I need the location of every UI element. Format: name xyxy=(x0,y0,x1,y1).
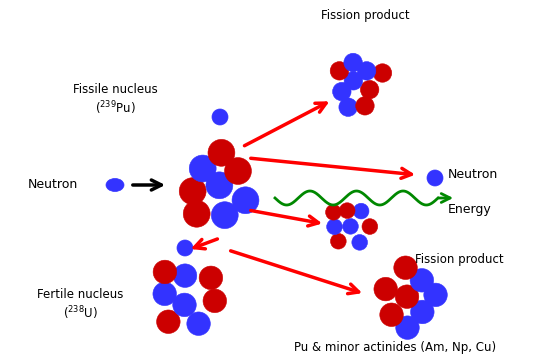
Circle shape xyxy=(396,316,419,339)
Circle shape xyxy=(331,233,346,249)
Circle shape xyxy=(206,172,233,199)
Ellipse shape xyxy=(106,178,124,191)
Circle shape xyxy=(212,109,228,125)
Circle shape xyxy=(203,289,227,313)
Text: Fission product: Fission product xyxy=(415,253,504,266)
Circle shape xyxy=(173,264,197,288)
Text: Pu & minor actinides (Am, Np, Cu): Pu & minor actinides (Am, Np, Cu) xyxy=(294,341,496,354)
Circle shape xyxy=(211,202,238,229)
Circle shape xyxy=(157,310,180,334)
Circle shape xyxy=(360,80,379,99)
Circle shape xyxy=(326,204,341,220)
Circle shape xyxy=(373,64,392,82)
Text: Energy: Energy xyxy=(448,204,492,216)
Circle shape xyxy=(344,71,362,90)
Circle shape xyxy=(424,283,447,307)
Circle shape xyxy=(353,203,369,219)
Circle shape xyxy=(344,53,362,72)
Text: Fertile nucleus
($^{238}$U): Fertile nucleus ($^{238}$U) xyxy=(37,288,123,322)
Circle shape xyxy=(179,178,206,205)
Text: Neutron: Neutron xyxy=(448,168,498,181)
Circle shape xyxy=(410,269,433,292)
Circle shape xyxy=(183,200,210,227)
Circle shape xyxy=(362,219,378,234)
Circle shape xyxy=(374,278,398,301)
Circle shape xyxy=(394,256,417,280)
Circle shape xyxy=(343,219,358,234)
Circle shape xyxy=(352,234,367,250)
Circle shape xyxy=(199,266,223,290)
Ellipse shape xyxy=(428,173,442,183)
Circle shape xyxy=(333,82,351,101)
Circle shape xyxy=(330,62,349,80)
Ellipse shape xyxy=(213,112,227,122)
Ellipse shape xyxy=(178,243,192,253)
Circle shape xyxy=(380,303,403,327)
Circle shape xyxy=(224,158,251,185)
Circle shape xyxy=(187,312,210,335)
Circle shape xyxy=(173,293,196,317)
Circle shape xyxy=(208,139,235,166)
Circle shape xyxy=(232,187,259,214)
Text: Fissile nucleus
($^{239}$Pu): Fissile nucleus ($^{239}$Pu) xyxy=(73,83,157,117)
Circle shape xyxy=(177,240,193,256)
Circle shape xyxy=(411,300,434,324)
Circle shape xyxy=(427,170,443,186)
Circle shape xyxy=(339,203,355,218)
Circle shape xyxy=(356,97,374,115)
Circle shape xyxy=(395,285,419,308)
Circle shape xyxy=(153,282,177,306)
Text: Neutron: Neutron xyxy=(28,178,78,191)
Circle shape xyxy=(327,219,342,235)
Circle shape xyxy=(339,98,358,116)
Circle shape xyxy=(358,62,376,80)
Circle shape xyxy=(189,155,216,182)
Circle shape xyxy=(153,260,177,284)
Text: Fission product: Fission product xyxy=(321,9,409,22)
